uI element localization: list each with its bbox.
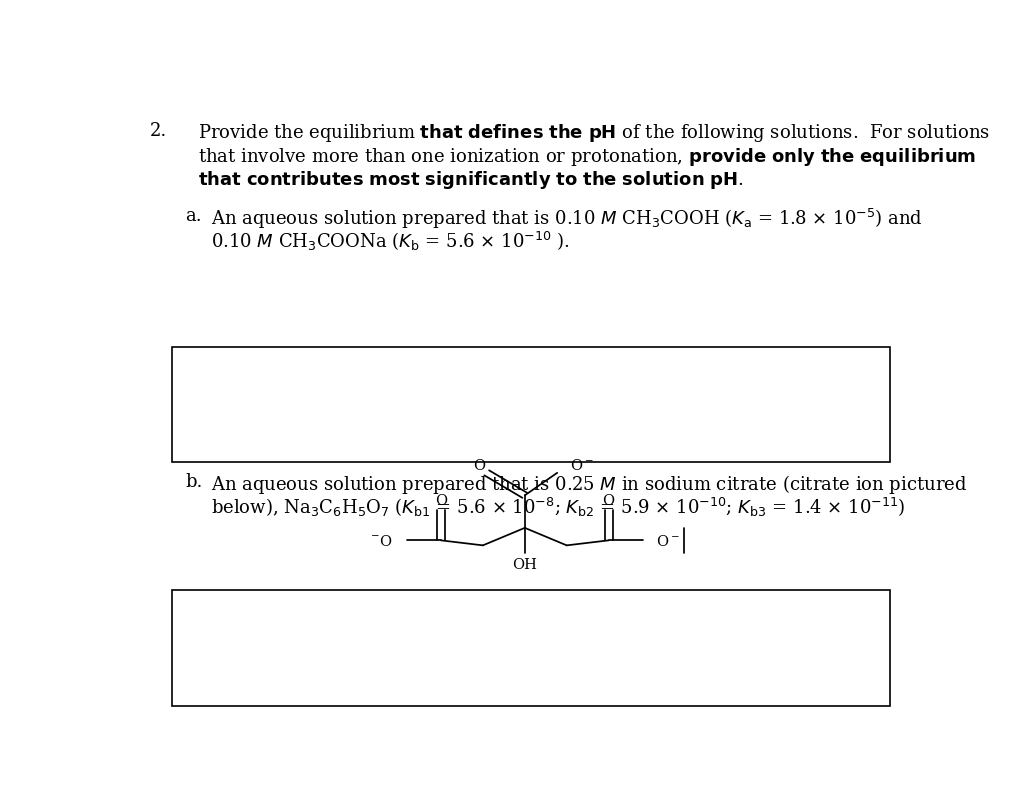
Bar (172, 347, 890, 462)
Text: b.: b. (185, 472, 203, 490)
Text: that involve more than one ionization or protonation, $\bf{provide\ only\ the\ e: that involve more than one ionization or… (198, 145, 976, 167)
Text: 0.10 $\mathit{M}$ CH$_3$COONa ($K_\mathrm{b}$ = 5.6 $\times$ 10$^{-10}$ ).: 0.10 $\mathit{M}$ CH$_3$COONa ($K_\mathr… (211, 230, 570, 253)
Text: OH: OH (512, 557, 538, 572)
Text: 2.: 2. (151, 122, 168, 140)
Text: below), Na$_3$C$_6$H$_5$O$_7$ ($K_\mathrm{b1}$ = 5.6 $\times$ 10$^{-8}$; $K_\mat: below), Na$_3$C$_6$H$_5$O$_7$ ($K_\mathr… (211, 495, 906, 518)
Text: a.: a. (185, 207, 202, 225)
Text: O: O (435, 494, 447, 508)
Text: $\mathregular{O^-}$: $\mathregular{O^-}$ (570, 457, 594, 473)
Text: Provide the equilibrium $\bf{that\ defines\ the\ pH}$ of the following solutions: Provide the equilibrium $\bf{that\ defin… (198, 122, 990, 144)
Text: O: O (602, 494, 614, 508)
Text: $^{-}$O: $^{-}$O (370, 533, 392, 548)
Bar (172, 590, 890, 706)
Text: $\bf{that\ contributes\ most\ significantly\ to\ the\ solution\ pH}$.: $\bf{that\ contributes\ most\ significan… (198, 169, 743, 191)
Text: An aqueous solution prepared that is 0.25 $\mathit{M}$ in sodium citrate (citrat: An aqueous solution prepared that is 0.2… (211, 472, 968, 495)
Text: An aqueous solution prepared that is 0.10 $\mathit{M}$ CH$_3$COOH ($K_\mathrm{a}: An aqueous solution prepared that is 0.1… (211, 207, 923, 230)
Text: $\mathregular{O^-}$: $\mathregular{O^-}$ (655, 533, 679, 548)
Text: O: O (473, 459, 484, 473)
